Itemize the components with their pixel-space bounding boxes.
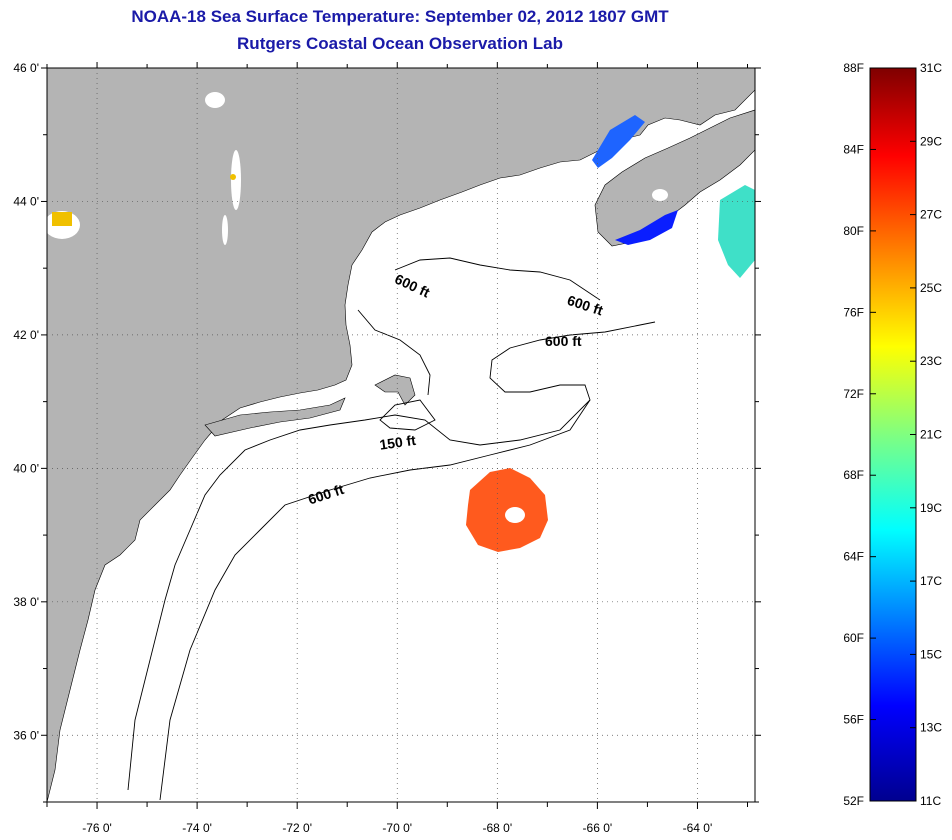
- contour-label: 600 ft: [545, 333, 582, 349]
- lat-label: 42 0': [13, 328, 39, 342]
- colorbar-c-label: 27C: [920, 208, 942, 222]
- colorbar-f-label: 76F: [843, 305, 864, 319]
- colorbar-f-label: 64F: [843, 550, 864, 564]
- colorbar-c-label: 21C: [920, 428, 942, 442]
- colorbar-f-label: 68F: [843, 468, 864, 482]
- colorbar-c-label: 13C: [920, 721, 942, 735]
- land-cape-cod: [374, 374, 416, 406]
- map-subtitle: Rutgers Coastal Ocean Observation Lab: [237, 34, 563, 53]
- bathymetry-contours: [127, 257, 656, 801]
- colorbar-c-label: 23C: [920, 354, 942, 368]
- colorbar: [869, 67, 917, 802]
- colorbar-c-label: 15C: [920, 647, 942, 661]
- map-title: NOAA-18 Sea Surface Temperature: Septemb…: [131, 7, 669, 26]
- lon-label: -74 0': [182, 821, 212, 835]
- lon-label: -70 0': [382, 821, 412, 835]
- lon-label: -68 0': [482, 821, 512, 835]
- colorbar-f-label: 72F: [843, 387, 864, 401]
- contour-label: 150 ft: [378, 432, 417, 453]
- lon-label: -76 0': [82, 821, 112, 835]
- colorbar-f-label: 88F: [843, 61, 864, 75]
- lat-label: 44 0': [13, 194, 39, 208]
- colorbar-c-label: 19C: [920, 501, 942, 515]
- lat-label: 38 0': [13, 595, 39, 609]
- colorbar-f-label: 52F: [843, 794, 864, 808]
- lat-label: 40 0': [13, 461, 39, 475]
- sst-patch-cold: [592, 115, 645, 168]
- colorbar-f-label: 84F: [843, 142, 864, 156]
- sst-patch-yellow: [52, 212, 72, 226]
- sst-patch-warm: [466, 468, 548, 552]
- lat-label: 36 0': [13, 728, 39, 742]
- colorbar-f-label: 60F: [843, 631, 864, 645]
- graticule: [47, 68, 755, 802]
- lon-label: -72 0': [282, 821, 312, 835]
- map-frame: [46, 67, 756, 803]
- colorbar-c-label: 25C: [920, 281, 942, 295]
- colorbar-f-label: 56F: [843, 713, 864, 727]
- lon-label: -64 0': [683, 821, 713, 835]
- sst-patch-cold2: [615, 210, 678, 245]
- land-mass: [47, 68, 755, 802]
- colorbar-c-label: 31C: [920, 61, 942, 75]
- sst-gap: [505, 507, 525, 523]
- colorbar-c-label: 17C: [920, 574, 942, 588]
- lat-label: 46 0': [13, 61, 39, 75]
- colorbar-c-label: 29C: [920, 134, 942, 148]
- colorbar-f-label: 80F: [843, 224, 864, 238]
- colorbar-c-label: 11C: [920, 794, 941, 808]
- lon-label: -66 0': [583, 821, 613, 835]
- land-long-island: [204, 397, 346, 437]
- sst-patch-cool: [718, 185, 755, 278]
